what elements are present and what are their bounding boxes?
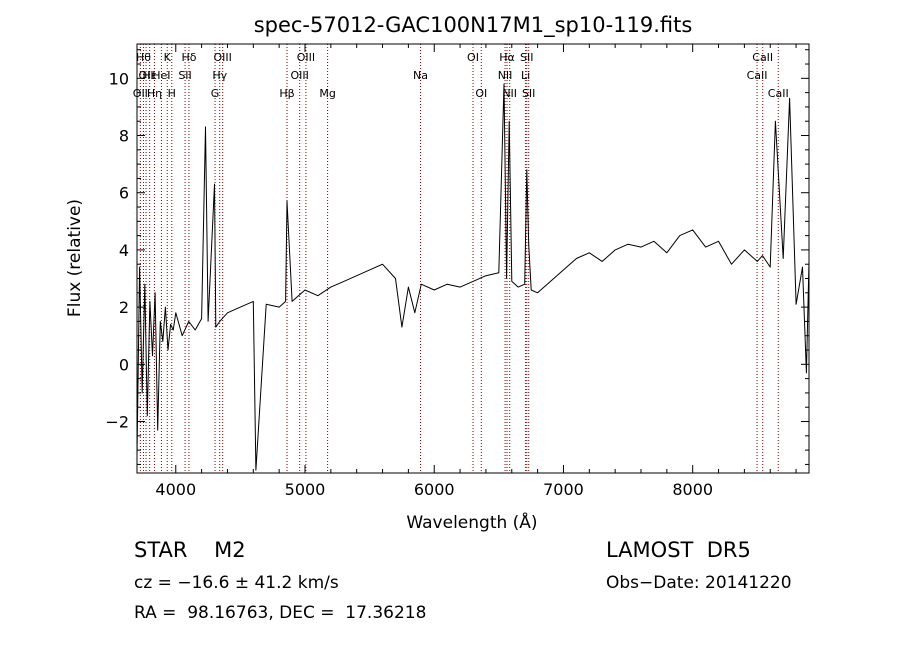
y-tick-label: 6 [119,184,129,203]
line-marker-label: K [164,51,172,64]
line-marker-label: SII [520,51,533,64]
spectrum-line [136,83,810,471]
chart-title: spec-57012-GAC100N17M1_sp10-119.fits [254,13,693,38]
line-marker-layer [139,44,779,473]
obs-date-label: Obs−Date: 20141220 [606,573,792,593]
line-marker-label: Na [413,69,428,82]
line-marker-label: Hε [143,69,157,82]
line-marker-label: G [211,87,220,100]
line-marker-label: Hβ [279,87,294,100]
coordinates-label: RA = 98.16763, DEC = 17.36218 [134,603,427,623]
line-marker-label: HeI [152,69,170,82]
line-marker-label: OI [475,87,487,100]
x-tick-label: 6000 [414,480,455,499]
line-marker-label: OII [133,87,148,100]
y-tick-label: −2 [105,413,129,432]
line-marker-label: NII [502,87,517,100]
line-marker-label: Mg [319,87,335,100]
y-axis-label: Flux (relative) [65,199,85,317]
object-type-label: STAR M2 [134,538,246,562]
line-marker-label: CaII [752,51,773,64]
line-marker-label: OII [138,69,153,82]
y-tick-label: 10 [109,69,129,88]
line-marker-label: Hθ [136,51,151,64]
line-marker-label: Hα [499,51,515,64]
redshift-label: cz = −16.6 ± 41.2 km/s [134,573,339,593]
line-marker-label: CaII [768,87,789,100]
y-tick-label: 8 [119,127,129,146]
line-marker-label: Hδ [181,51,196,64]
line-marker-label: SII [178,69,191,82]
line-label-layer: OIIHθOIIHεHηHeIKHSIIHδGHγOIIIHβOIIIOIIIM… [133,51,789,100]
line-marker-label: Hη [147,87,162,100]
line-marker-label: NII [498,69,513,82]
line-marker-label: SII [522,87,535,100]
x-axis: 4000 5000 6000 7000 8000 [155,44,797,499]
x-tick-label: 5000 [285,480,326,499]
x-axis-label: Wavelength (Å) [406,511,537,533]
y-tick-label: 2 [119,298,129,317]
x-tick-label: 8000 [672,480,713,499]
line-marker-label: OIII [297,51,315,64]
x-tick-label: 7000 [543,480,584,499]
line-marker-label: H [168,87,176,100]
line-marker-label: Li [521,69,530,82]
y-tick-label: 0 [119,355,129,374]
y-axis: −2 0 2 4 6 8 10 [105,49,809,465]
line-marker-label: OI [467,51,479,64]
series-layer [136,83,810,471]
line-marker-label: OIII [291,69,309,82]
survey-label: LAMOST DR5 [606,538,751,562]
y-tick-label: 4 [119,241,129,260]
line-marker-label: OIII [213,51,231,64]
x-tick-label: 4000 [155,480,196,499]
line-marker-label: CaII [747,69,768,82]
line-marker-label: Hγ [212,69,227,82]
plot-frame [136,43,810,474]
